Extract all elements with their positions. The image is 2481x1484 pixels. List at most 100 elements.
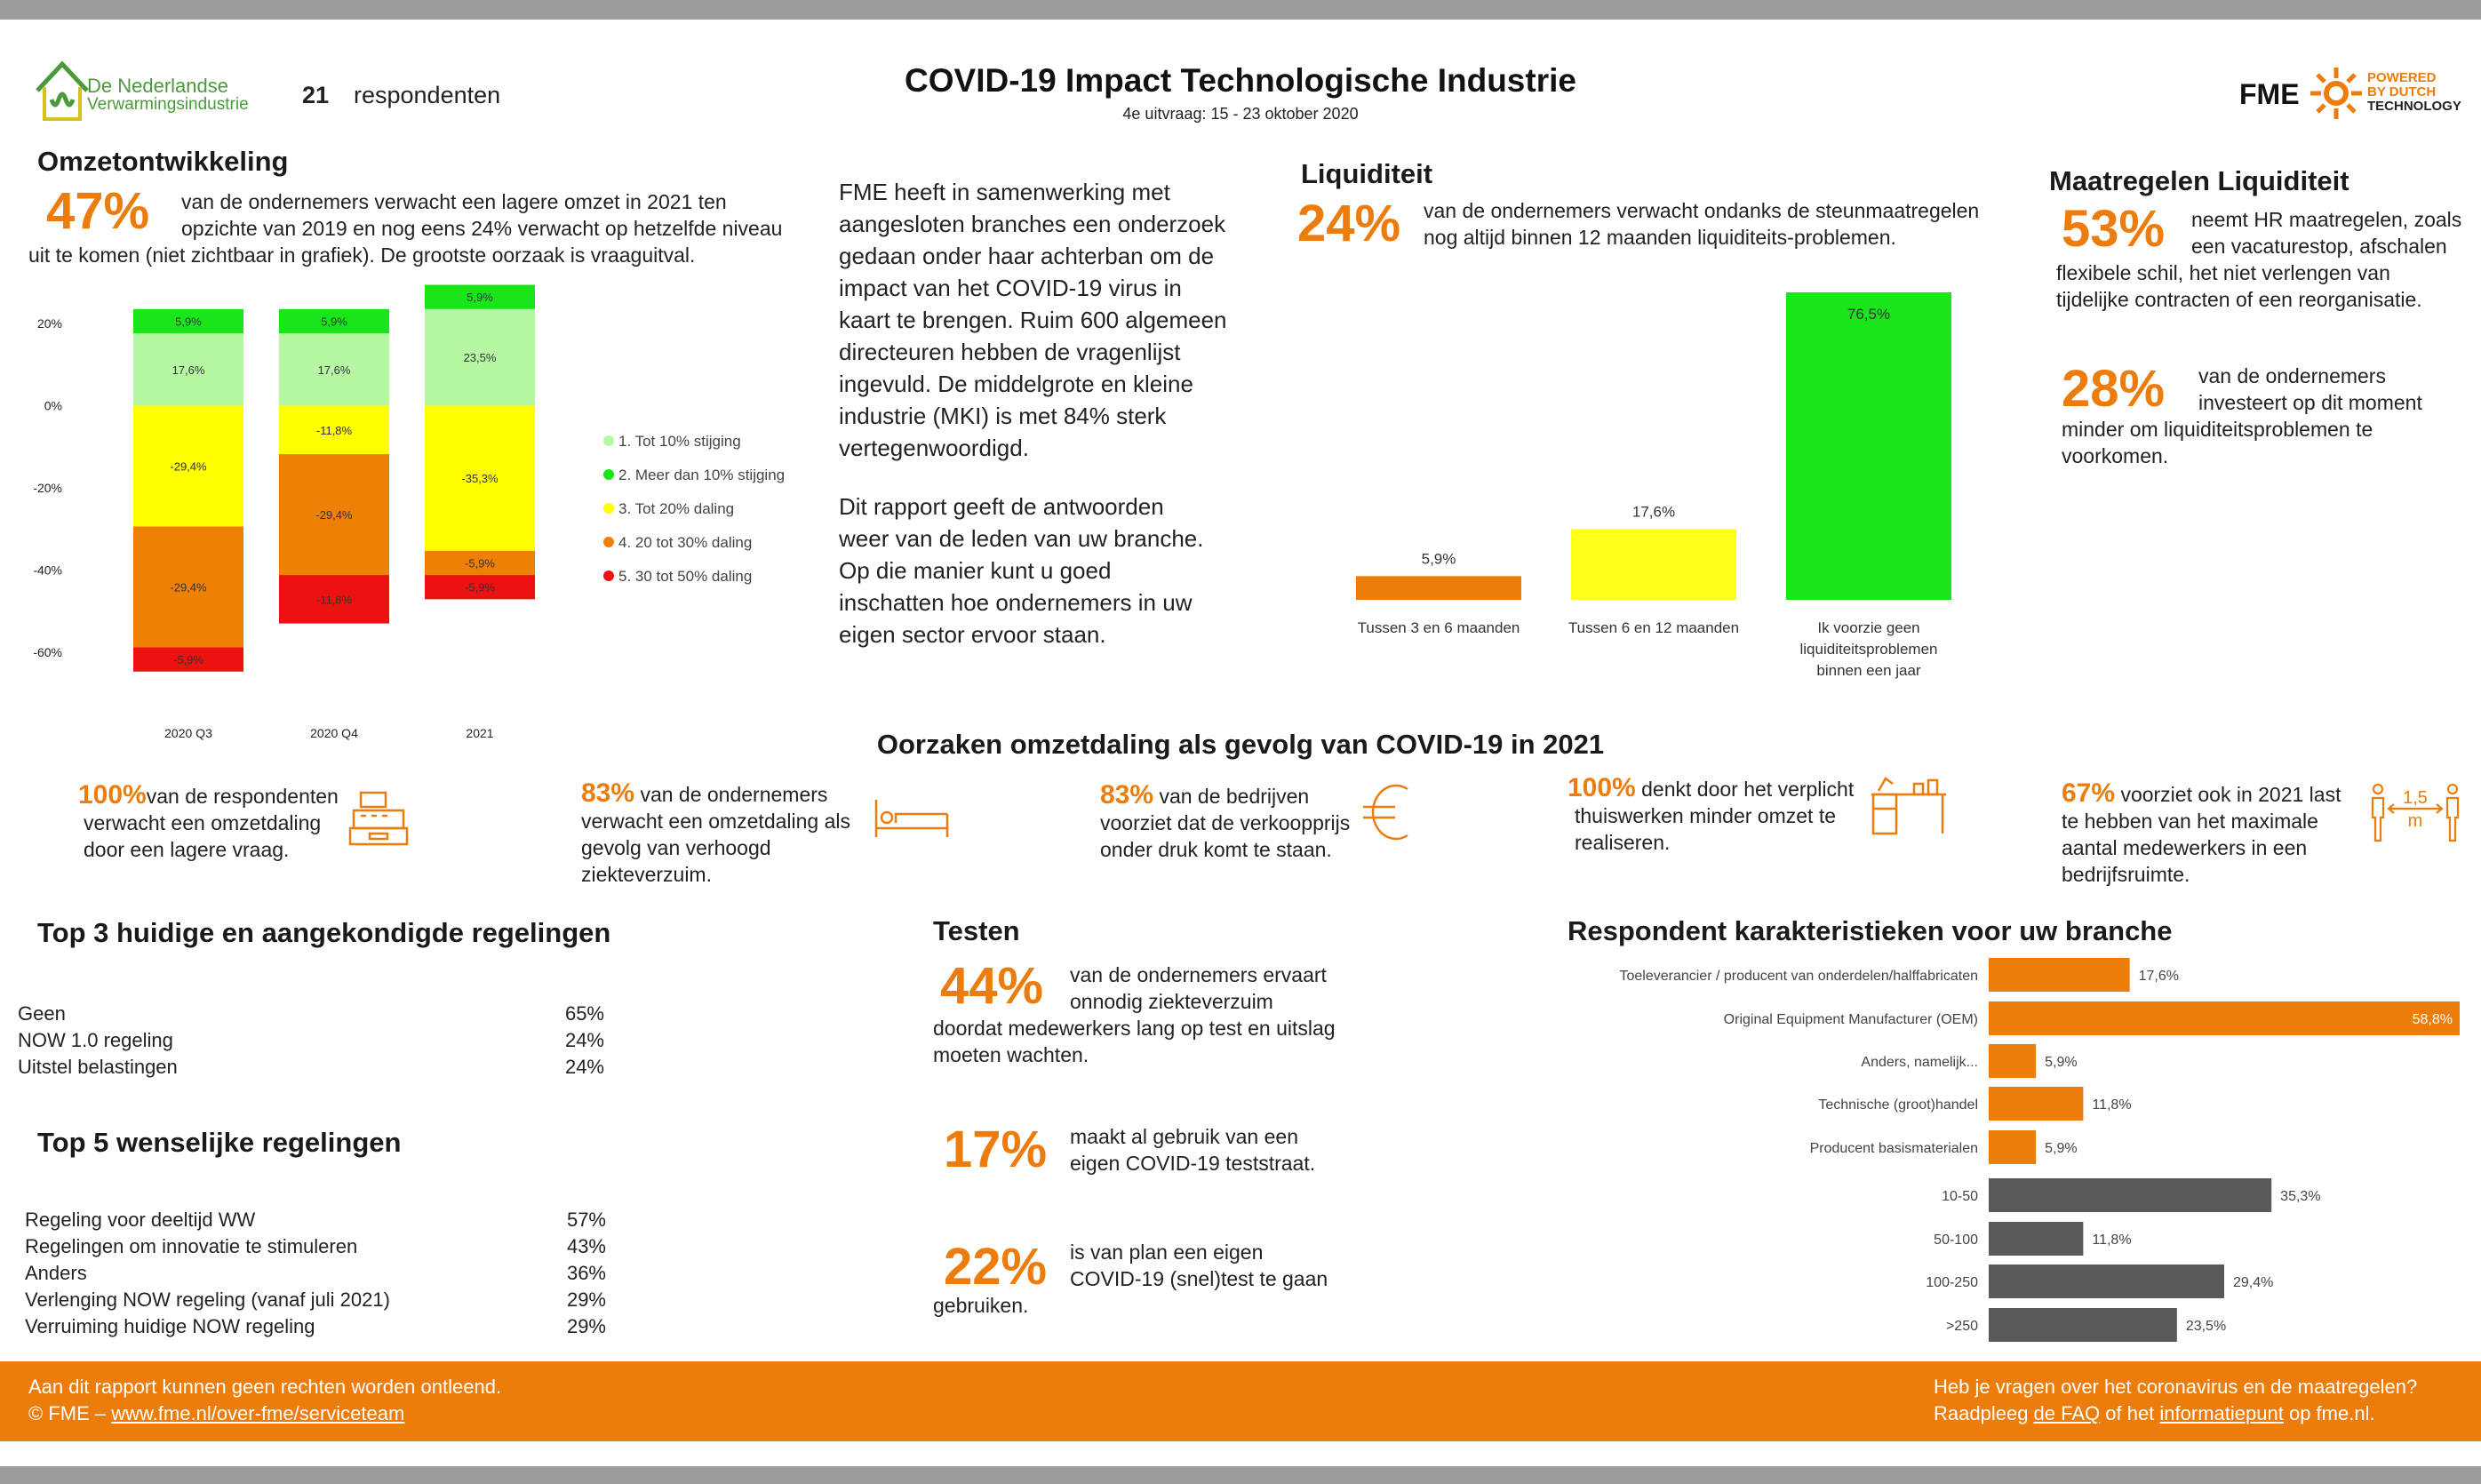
cash-register-icon <box>348 791 409 846</box>
euro-icon <box>1363 784 1408 841</box>
table-row: Uitstel belastingen 24% <box>18 1054 604 1081</box>
category-label: Original Equipment Manufacturer (OEM) <box>1724 1012 1978 1027</box>
y-tick-label: 20% <box>37 316 62 331</box>
oorzaak-line: voorziet dat de verkoopprijs <box>1100 811 1351 834</box>
oorzaak-pct: 100% <box>1568 773 1636 802</box>
row-value: 24% <box>564 1056 604 1078</box>
maatregelen-a1: neemt HR maatregelen, zoals <box>2191 208 2462 231</box>
data-label: 23,5% <box>2186 1319 2226 1334</box>
data-label: -5,9% <box>465 581 495 594</box>
fme-tag3: TECHNOLOGY <box>2367 99 2461 114</box>
bar-segment <box>425 575 535 600</box>
serviceteam-link[interactable]: www.fme.nl/over-fme/serviceteam <box>111 1402 405 1424</box>
intro-line: inschatten hoe ondernemers in uw <box>839 589 1193 616</box>
data-label: 5,9% <box>175 315 202 328</box>
maatregelen-heading: Maatregelen Liquiditeit <box>2049 165 2349 196</box>
distance-icon: 1,5 m <box>2371 783 2460 842</box>
oorzaak-line: aantal medewerkers in een <box>2062 836 2308 859</box>
liquiditeit-pct: 24% <box>1297 195 1401 252</box>
maatregelen-b4: voorkomen. <box>2062 444 2169 467</box>
oorzaak-line: onder druk komt te staan. <box>1100 838 1332 861</box>
testen-b2: eigen COVID-19 teststraat. <box>1070 1152 1316 1175</box>
intro-line: aangesloten branches een onderzoek <box>839 211 1226 237</box>
fme-tag1: POWERED <box>2367 70 2437 85</box>
oorzaak-line: voorziet ook in 2021 last <box>2120 783 2341 806</box>
bar-segment <box>279 575 389 624</box>
omzet-text-2: opzichte van 2019 en nog eens 24% verwac… <box>181 217 783 240</box>
data-label: -11,8% <box>316 424 353 437</box>
liquiditeit-bar <box>1571 529 1736 600</box>
row-label: Uitstel belastingen <box>18 1056 178 1078</box>
omzet-text-3: uit te komen (niet zichtbaar in grafiek)… <box>28 243 696 267</box>
data-label: 29,4% <box>2233 1275 2273 1290</box>
liquiditeit-text-1: van de ondernemers verwacht ondanks de s… <box>1424 199 1980 222</box>
legend-marker <box>603 469 614 480</box>
footer-bar: Aan dit rapport kunnen geen rechten word… <box>0 1361 2481 1441</box>
logo-text-line2: Verwarmingsindustrie <box>87 95 249 114</box>
legend-label: 1. Tot 10% stijging <box>618 433 741 450</box>
maatregelen-b3: minder om liquiditeitsproblemen te <box>2062 418 2373 441</box>
respondent-heading: Respondent karakteristieken voor uw bran… <box>1568 915 2173 946</box>
maatregelen-b2: investeert op dit moment <box>2198 391 2422 414</box>
row-value: 29% <box>566 1289 606 1311</box>
oorzaak-pct: 67% <box>2062 778 2116 808</box>
respondent-bar <box>1989 1001 2460 1035</box>
x-tick-label-line: liquiditeitsproblemen <box>1800 641 1938 658</box>
respondents-count: 21 <box>302 82 330 108</box>
data-label: -5,9% <box>173 653 203 666</box>
table-row: Regelingen om innovatie te stimuleren 43% <box>25 1233 606 1260</box>
data-label: -11,8% <box>316 593 353 606</box>
bar-segment <box>279 333 389 406</box>
faq-link[interactable]: de FAQ <box>2033 1402 2101 1424</box>
oorzaak-line: van de bedrijven <box>1159 785 1310 808</box>
informatiepunt-link[interactable]: informatiepunt <box>2159 1402 2284 1424</box>
testen-a4: moeten wachten. <box>933 1043 1089 1066</box>
data-label: 76,5% <box>1847 306 1890 323</box>
x-tick-label-line: binnen een jaar <box>1816 662 1921 679</box>
oorzaak-line: ziekteverzuim. <box>581 863 712 886</box>
table-row: Anders 36% <box>25 1260 606 1287</box>
house-logo-icon <box>36 60 89 121</box>
oorzaak-item-4: 100% denkt door het verplicht thuiswerke… <box>1568 775 2030 856</box>
liquiditeit-bar <box>1356 576 1521 600</box>
footer-text: op fme.nl. <box>2283 1402 2375 1424</box>
row-label: Regeling voor deeltijd WW <box>25 1209 256 1231</box>
oorzaak-line: verwacht een omzetdaling <box>84 811 322 834</box>
nvi-logo <box>32 55 94 131</box>
footer-text: of het <box>2100 1402 2160 1424</box>
y-tick-label: -60% <box>33 645 62 659</box>
row-label: Verruiming huidige NOW regeling <box>25 1315 315 1337</box>
respondent-bar <box>1989 1044 2037 1078</box>
intro-line: industrie (MKI) is met 84% sterk <box>839 403 1167 429</box>
oorzaak-line: door een lagere vraag. <box>84 838 290 861</box>
respondent-bar <box>1989 958 2130 992</box>
page-subtitle: 4e uitvraag: 15 - 23 oktober 2020 <box>1122 105 1359 123</box>
legend-label: 5. 30 tot 50% daling <box>618 568 752 585</box>
logo-text-line1: De Nederlandse <box>87 75 228 97</box>
legend-marker <box>603 537 614 547</box>
top3-heading: Top 3 huidige en aangekondigde regelinge… <box>37 917 611 948</box>
row-value: 24% <box>564 1029 604 1051</box>
intro-line: weer van de leden van uw branche. <box>839 525 1204 552</box>
testen-c2: COVID-19 (snel)test te gaan <box>1070 1267 1328 1290</box>
intro-line: kaart te brengen. Ruim 600 algemeen <box>839 307 1227 333</box>
data-label: 17,6% <box>172 363 205 377</box>
legend-label: 4. 20 tot 30% daling <box>618 534 752 551</box>
liquiditeit-bar <box>1786 292 1951 600</box>
table-row: Regeling voor deeltijd WW 57% <box>25 1207 606 1233</box>
data-label: 5,9% <box>2045 1141 2077 1156</box>
top3-table: Geen 65% NOW 1.0 regeling 24% Uitstel bela… <box>18 1001 604 1081</box>
data-label: -5,9% <box>465 556 495 570</box>
table-row: Verruiming huidige NOW regeling 29% <box>25 1313 606 1340</box>
oorzaak-line: bedrijfsruimte. <box>2062 863 2190 886</box>
footer-disclaimer: Aan dit rapport kunnen geen rechten word… <box>28 1376 502 1398</box>
oorzaak-pct: 100% <box>78 780 147 810</box>
oorzaak-line: realiseren. <box>1575 831 1671 854</box>
distance-label: 1,5 <box>2403 788 2428 808</box>
maatregelen-pct2: 28% <box>2062 360 2166 418</box>
desk-icon <box>1871 777 1946 835</box>
x-tick-label: Ik voorzie geen liquiditeitsproblemen binn… <box>1800 619 1938 679</box>
data-label: 11,8% <box>2092 1233 2131 1248</box>
testen-a2: onnodig ziekteverzuim <box>1070 990 1273 1013</box>
top5-heading: Top 5 wenselijke regelingen <box>37 1127 402 1158</box>
